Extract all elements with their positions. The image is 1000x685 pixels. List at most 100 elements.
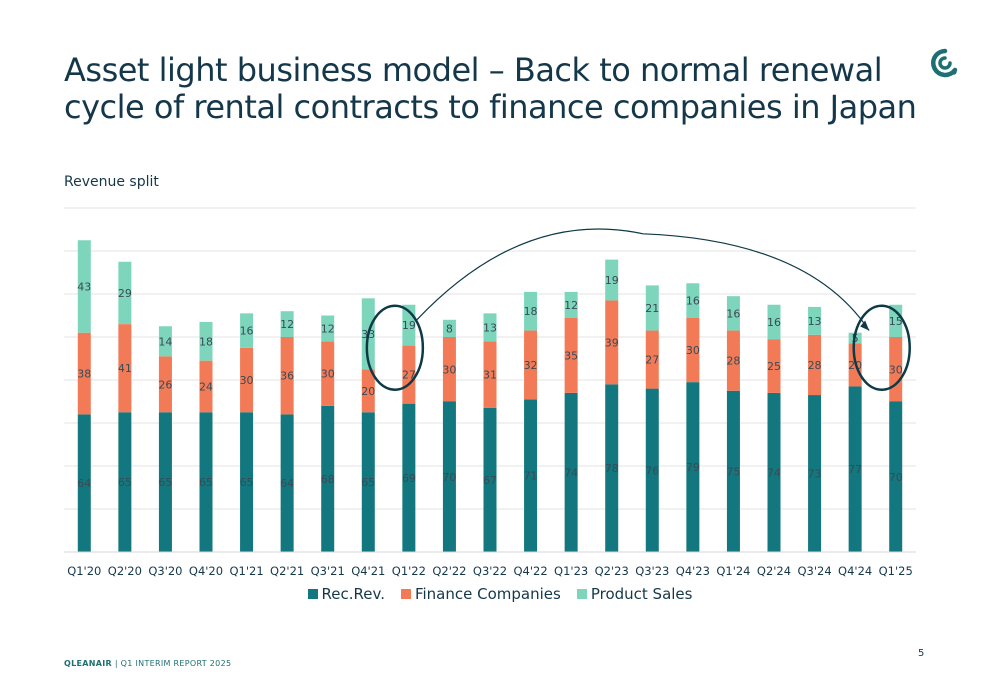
trend-arrow xyxy=(416,228,870,331)
bar-segment-finance xyxy=(524,330,538,400)
x-tick-label: Q2'22 xyxy=(432,564,466,578)
bar-segment-rec-rev xyxy=(889,401,903,552)
x-tick-label: Q1'25 xyxy=(879,564,913,578)
bar-segment-product xyxy=(564,291,578,318)
x-tick-label: Q3'21 xyxy=(311,564,345,578)
bar-segment-finance xyxy=(280,337,294,415)
bar-segment-finance xyxy=(605,300,619,385)
bar-segment-finance xyxy=(240,347,254,413)
chart-legend: Rec.Rev. Finance Companies Product Sales xyxy=(0,585,1000,603)
data-label-finance: 25 xyxy=(767,360,781,373)
data-label-product: 12 xyxy=(564,299,578,312)
bar-segment-product xyxy=(280,311,294,337)
data-label-rec-rev: 67 xyxy=(483,474,497,487)
bar-segment-rec-rev xyxy=(726,390,740,552)
bar-segment-finance xyxy=(726,330,740,391)
data-label-rec-rev: 65 xyxy=(118,476,132,489)
legend-label-rec-rev: Rec.Rev. xyxy=(321,585,385,603)
footer-brand: QLEANAIR xyxy=(64,659,112,668)
bar-segment-rec-rev xyxy=(848,386,862,552)
bar-segment-rec-rev xyxy=(767,392,781,552)
data-label-rec-rev: 65 xyxy=(240,476,254,489)
bar-segment-product xyxy=(240,313,254,348)
bar-segment-product xyxy=(686,283,700,318)
x-tick-label: Q1'23 xyxy=(554,564,588,578)
x-tick-label: Q2'23 xyxy=(595,564,629,578)
bar-segment-product xyxy=(645,285,659,331)
data-label-product: 13 xyxy=(483,321,497,334)
data-label-product: 8 xyxy=(446,322,453,335)
x-tick-label: Q4'24 xyxy=(838,564,872,578)
data-label-product: 19 xyxy=(605,274,619,287)
data-label-finance: 31 xyxy=(483,369,497,382)
bar-segment-rec-rev xyxy=(361,412,375,552)
data-label-rec-rev: 77 xyxy=(848,463,862,476)
bar-segment-finance xyxy=(808,334,822,396)
data-label-finance: 30 xyxy=(442,363,456,376)
data-label-finance: 36 xyxy=(280,370,294,383)
data-label-rec-rev: 79 xyxy=(686,461,700,474)
data-label-rec-rev: 70 xyxy=(889,471,903,484)
bar-segment-rec-rev xyxy=(158,412,172,552)
data-label-rec-rev: 65 xyxy=(158,476,172,489)
data-label-product: 43 xyxy=(77,280,91,293)
bar-segment-rec-rev xyxy=(605,384,619,552)
x-tick-label: Q1'21 xyxy=(229,564,263,578)
data-label-finance: 27 xyxy=(645,354,659,367)
x-tick-label: Q3'24 xyxy=(797,564,831,578)
trend-arrow-head xyxy=(860,320,870,331)
bar-segment-finance xyxy=(442,337,456,402)
bar-segment-rec-rev xyxy=(402,403,416,552)
bar-segment-product xyxy=(767,304,781,340)
bar-segment-finance xyxy=(361,369,375,413)
data-label-finance: 28 xyxy=(808,359,822,372)
data-label-finance: 30 xyxy=(686,344,700,357)
data-label-rec-rev: 76 xyxy=(645,464,659,477)
data-label-product: 15 xyxy=(889,315,903,328)
x-tick-label: Q1'24 xyxy=(716,564,750,578)
data-label-finance: 20 xyxy=(361,385,375,398)
legend-label-finance: Finance Companies xyxy=(414,585,561,603)
bar-segment-finance xyxy=(645,330,659,389)
bar-segment-product xyxy=(605,259,619,301)
highlight-circle xyxy=(365,304,425,391)
x-tick-label: Q4'22 xyxy=(513,564,547,578)
bar-segment-product xyxy=(808,306,822,335)
data-label-rec-rev: 74 xyxy=(564,466,578,479)
bar-segment-rec-rev xyxy=(808,395,822,552)
x-tick-label: Q1'20 xyxy=(67,564,101,578)
bar-segment-finance xyxy=(564,317,578,393)
data-label-product: 14 xyxy=(158,335,172,348)
data-label-rec-rev: 75 xyxy=(726,465,740,478)
bar-segment-product xyxy=(524,291,538,331)
legend-label-product: Product Sales xyxy=(590,585,693,603)
bar-segment-finance xyxy=(767,339,781,393)
bar-segment-rec-rev xyxy=(321,405,335,552)
x-tick-label: Q3'22 xyxy=(473,564,507,578)
bar-segment-product xyxy=(199,321,213,361)
bar-segment-rec-rev xyxy=(686,382,700,552)
legend-swatch-finance xyxy=(400,589,411,599)
data-label-product: 16 xyxy=(767,316,781,329)
bar-segment-finance xyxy=(199,360,213,413)
page-number: 5 xyxy=(918,648,925,659)
data-label-rec-rev: 74 xyxy=(767,466,781,479)
data-label-rec-rev: 68 xyxy=(321,473,335,486)
bar-segment-rec-rev xyxy=(645,388,659,552)
data-label-product: 29 xyxy=(118,287,132,300)
bar-segment-product xyxy=(442,319,456,337)
x-tick-label: Q1'22 xyxy=(392,564,426,578)
bar-segment-rec-rev xyxy=(280,414,294,552)
x-tick-label: Q4'21 xyxy=(351,564,385,578)
bar-segment-finance xyxy=(321,341,335,406)
legend-item-rec-rev: Rec.Rev. xyxy=(307,585,385,603)
data-label-rec-rev: 70 xyxy=(442,471,456,484)
bar-segment-rec-rev xyxy=(240,412,254,552)
bar-segment-rec-rev xyxy=(524,399,538,552)
data-label-finance: 30 xyxy=(889,363,903,376)
data-label-finance: 27 xyxy=(402,369,416,382)
bar-segment-product xyxy=(321,315,335,342)
bar-segment-product xyxy=(726,296,740,331)
data-label-product: 16 xyxy=(726,307,740,320)
